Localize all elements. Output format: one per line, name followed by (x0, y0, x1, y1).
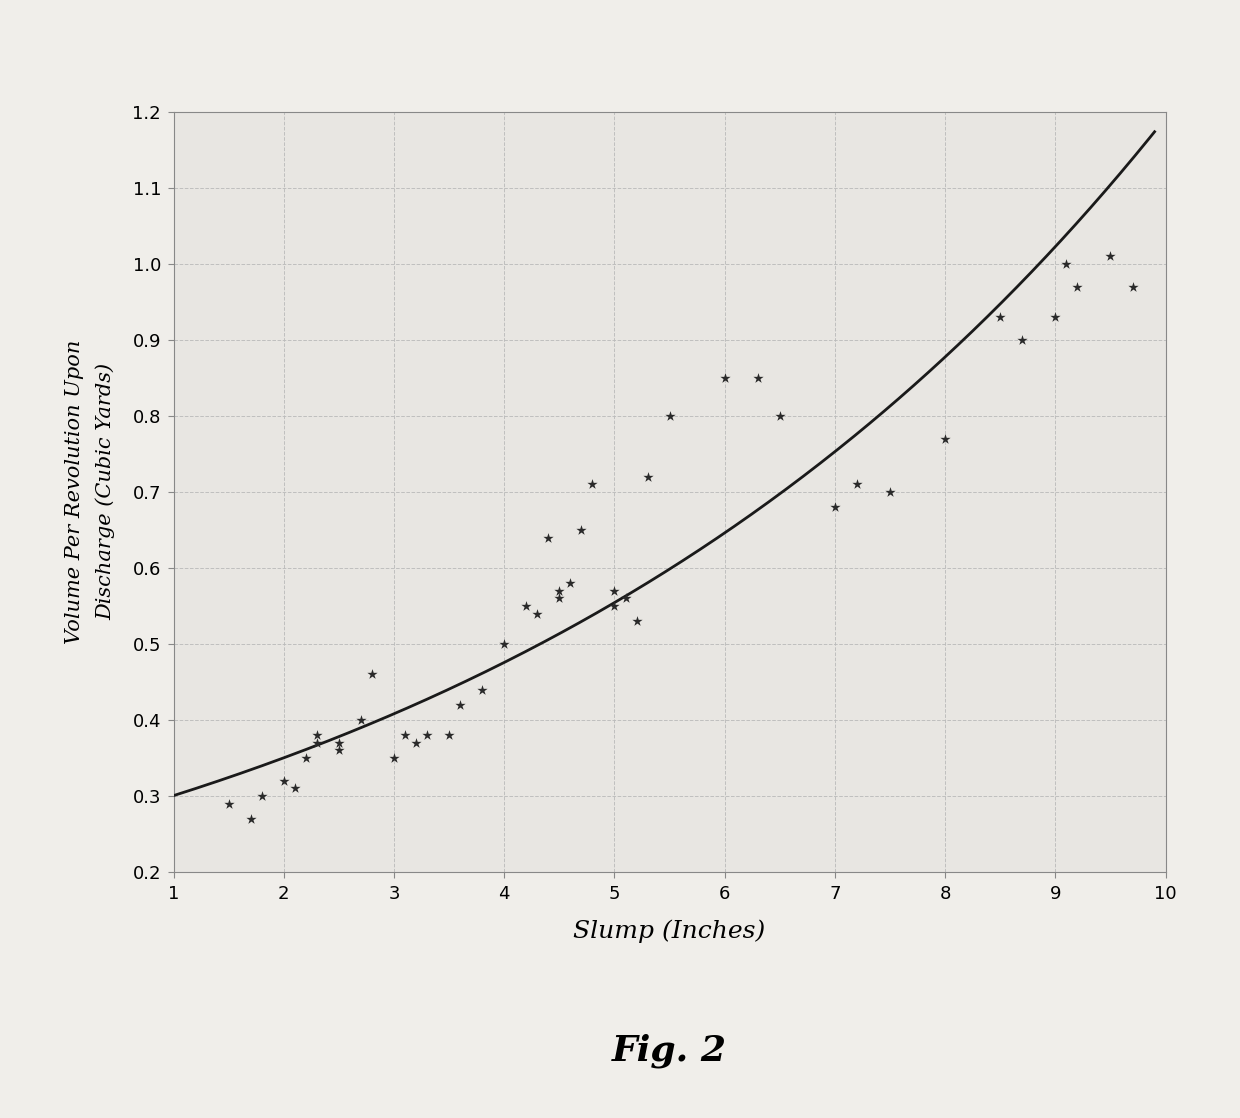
Point (626, 613, 646, 631)
Point (935, 429, 955, 447)
Point (516, 597, 536, 615)
Point (615, 589, 635, 607)
Point (296, 749, 316, 767)
Point (605, 581, 625, 599)
Point (329, 741, 348, 759)
Point (1122, 277, 1142, 295)
Point (538, 529, 558, 547)
Point (396, 727, 415, 745)
Point (472, 681, 492, 699)
Point (362, 665, 382, 683)
Point (1068, 277, 1087, 295)
Point (572, 521, 591, 539)
Point (417, 727, 436, 745)
Point (748, 369, 768, 387)
Point (439, 727, 459, 745)
Point (1056, 255, 1076, 273)
Point (252, 787, 272, 805)
Point (329, 733, 348, 751)
Point (351, 711, 371, 729)
Point (714, 369, 734, 387)
Point (660, 407, 680, 425)
Point (991, 309, 1011, 326)
Point (549, 581, 569, 599)
Point (1101, 247, 1121, 265)
Point (241, 809, 260, 827)
Point (1045, 309, 1065, 326)
Point (770, 407, 790, 425)
Point (847, 475, 867, 493)
Point (218, 795, 238, 813)
Point (1012, 331, 1032, 349)
Point (450, 695, 470, 713)
Point (549, 589, 569, 607)
Point (583, 475, 603, 493)
Point (605, 597, 625, 615)
Point (384, 749, 404, 767)
Point (880, 483, 900, 501)
Point (637, 467, 657, 485)
Point (274, 771, 294, 789)
Point (825, 499, 844, 517)
Point (308, 727, 327, 745)
Text: Fig. 2: Fig. 2 (613, 1034, 727, 1068)
Point (560, 575, 580, 593)
Y-axis label: Volume Per Revolution Upon
Discharge (Cubic Yards): Volume Per Revolution Upon Discharge (Cu… (64, 340, 115, 644)
Point (407, 733, 427, 751)
Point (495, 635, 515, 653)
Point (308, 733, 327, 751)
Point (285, 779, 305, 797)
X-axis label: Slump (Inches): Slump (Inches) (573, 919, 766, 942)
Point (527, 605, 547, 623)
